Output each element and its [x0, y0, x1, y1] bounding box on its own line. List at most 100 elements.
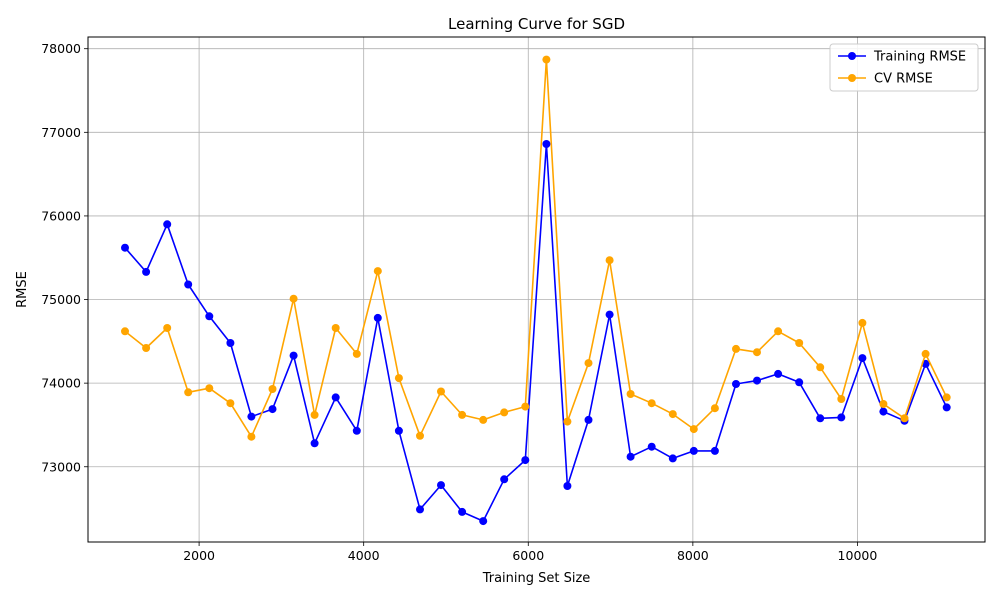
data-point-cv [458, 410, 467, 419]
data-point-cv [795, 339, 804, 347]
ticks: 2000 4000 6000 8000 10000 73000 74000 75000 7600… [41, 41, 877, 563]
data-point-cv [942, 393, 951, 402]
data-point-training [437, 481, 445, 490]
data-point-training [732, 380, 740, 388]
data-point-training [121, 243, 129, 252]
data-point-training [247, 412, 256, 421]
data-point-training [521, 456, 530, 465]
data-point-cv [373, 267, 382, 276]
data-point-cv [289, 294, 298, 303]
data-point-cv [879, 400, 888, 408]
data-point-training [500, 475, 509, 484]
data-point-training [542, 140, 551, 148]
y-tick-label: 73000 [41, 459, 81, 474]
series-training [121, 140, 951, 526]
data-point-cv [521, 402, 530, 411]
data-point-cv [205, 384, 214, 393]
data-point-training [184, 280, 193, 289]
data-point-cv [394, 374, 403, 383]
data-point-cv [226, 399, 235, 408]
data-point-cv [732, 344, 740, 353]
data-point-training [774, 369, 783, 378]
legend-label-cv: CV RMSE [874, 72, 933, 87]
data-point-cv [331, 324, 340, 332]
data-point-training [710, 446, 719, 455]
data-point-training [753, 376, 761, 385]
data-point-training [837, 413, 846, 422]
data-point-training [563, 482, 572, 490]
data-point-cv [921, 349, 930, 358]
data-point-cv [542, 55, 551, 64]
data-point-training [942, 403, 951, 412]
x-tick-label: 4000 [348, 548, 380, 563]
data-point-cv [142, 344, 151, 352]
y-tick-label: 74000 [41, 376, 81, 391]
data-point-training [142, 267, 151, 276]
data-point-training [310, 439, 319, 448]
x-tick-label: 2000 [183, 548, 215, 563]
legend-marker-cv [848, 74, 856, 82]
data-point-training [479, 517, 488, 526]
data-point-training [394, 426, 403, 435]
data-point-cv [584, 359, 593, 368]
data-point-cv [352, 349, 361, 358]
data-point-cv [310, 410, 319, 419]
x-tick-label: 6000 [512, 548, 544, 563]
series-cv [121, 55, 951, 441]
chart-title: Learning Curve for SGD [448, 15, 625, 33]
data-point-cv [416, 431, 424, 440]
y-axis-label: RMSE [15, 271, 30, 308]
legend-box [829, 43, 979, 92]
data-point-training [795, 378, 804, 387]
data-point-cv [816, 363, 825, 372]
data-point-training [352, 426, 361, 435]
data-point-training [373, 313, 382, 322]
data-point-cv [837, 395, 846, 403]
data-point-cv [268, 385, 277, 393]
data-point-training [816, 414, 825, 423]
data-point-cv [668, 410, 677, 419]
data-point-training [668, 454, 677, 463]
data-point-training [858, 354, 867, 363]
data-point-cv [900, 414, 909, 423]
data-point-training [879, 407, 888, 416]
data-point-cv [121, 327, 129, 336]
data-point-cv [605, 256, 614, 265]
series-layer [121, 55, 951, 526]
x-axis-label: Training Set Size [482, 571, 591, 586]
legend-marker-training [848, 52, 856, 60]
data-point-training [226, 339, 235, 347]
data-point-training [268, 405, 277, 414]
data-point-cv [500, 408, 509, 417]
data-point-training [331, 393, 340, 402]
x-tick-label: 10000 [838, 548, 878, 563]
data-point-training [689, 446, 698, 455]
data-point-training [584, 415, 593, 424]
y-tick-label: 75000 [41, 292, 81, 307]
data-point-cv [479, 415, 488, 424]
data-point-cv [710, 404, 719, 413]
data-point-cv [753, 348, 761, 357]
data-point-training [647, 442, 656, 451]
data-point-cv [184, 388, 193, 397]
y-tick-label: 77000 [41, 125, 81, 140]
data-point-training [605, 310, 614, 319]
y-tick-label: 76000 [41, 208, 81, 223]
legend-label-training: Training RMSE [873, 50, 966, 65]
y-tick-label: 78000 [41, 41, 81, 56]
data-point-cv [437, 387, 445, 396]
data-point-cv [689, 425, 698, 434]
data-point-training [205, 312, 214, 321]
data-point-training [626, 452, 635, 461]
data-point-cv [247, 432, 256, 441]
plot-frame [87, 36, 986, 543]
data-point-cv [163, 324, 172, 332]
data-point-training [458, 507, 467, 516]
data-point-cv [858, 318, 867, 327]
data-point-training [289, 351, 298, 360]
data-point-cv [626, 390, 635, 398]
data-point-cv [563, 417, 572, 426]
x-tick-label: 8000 [677, 548, 709, 563]
